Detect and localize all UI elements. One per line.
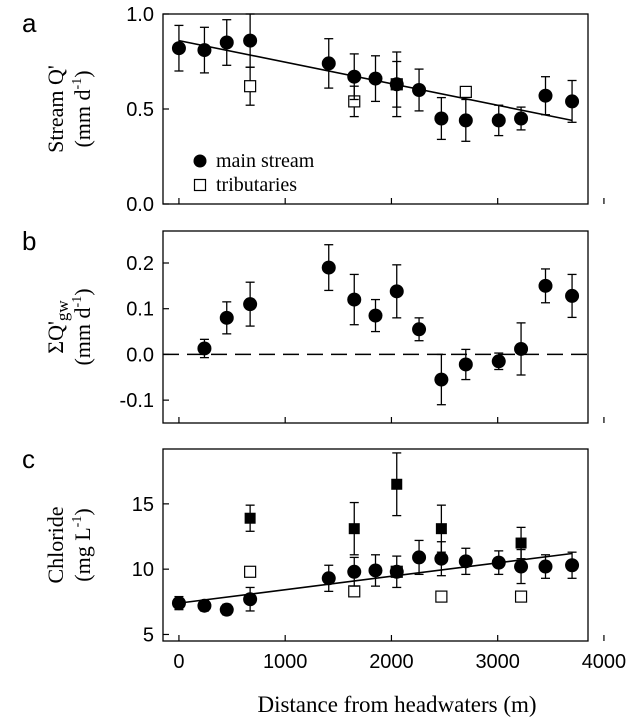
y-tick-label: 0.1 <box>126 299 154 321</box>
data-point-open-square <box>244 565 257 578</box>
data-point-circle <box>412 322 427 337</box>
x-tick-label: 0 <box>173 651 184 673</box>
y-axis-label-unit: (mm d-1) <box>70 70 95 147</box>
y-axis-label-b: ΣQ'gw(mm d-1) <box>43 288 95 365</box>
data-point-circle <box>368 71 383 86</box>
data-point-circle <box>389 284 404 299</box>
y-axis-label-c: Chloride (mg L-1) <box>43 507 95 584</box>
data-point-open-square <box>348 585 361 598</box>
data-point-open-square <box>514 590 528 603</box>
data-point-filled-square <box>435 523 447 535</box>
data-point-circle <box>412 83 427 97</box>
data-point-circle <box>321 56 336 71</box>
data-point-circle <box>434 372 449 387</box>
data-point-filled-square <box>391 478 403 490</box>
data-point-circle <box>243 33 258 48</box>
y-axis-label-main: Stream Q' <box>43 65 68 153</box>
y-tick-label: 15 <box>132 494 154 516</box>
data-point-circle <box>491 354 506 369</box>
data-point-circle <box>219 602 234 617</box>
data-point-circle <box>565 558 580 573</box>
panel-b: -0.1 0.0 0.1 0.2 ΣQ'gw(mm d-1) <box>43 230 605 424</box>
data-point-circle <box>321 571 336 586</box>
data-point-circle <box>434 111 449 126</box>
panel-letter-b: b <box>22 226 36 256</box>
x-tick-label: 1000 <box>263 651 308 673</box>
y-tick-label: 10 <box>132 559 154 581</box>
legend-label: tributaries <box>216 174 297 196</box>
y-tick-label: 1.0 <box>126 4 154 26</box>
data-point-circle <box>434 551 449 566</box>
plot-frame-c <box>162 448 589 642</box>
data-point-circle <box>171 596 186 611</box>
data-point-circle <box>347 564 362 579</box>
data-point-filled-square <box>348 523 360 535</box>
legend-marker-square <box>193 178 207 192</box>
data-point-open-square <box>459 85 472 99</box>
data-point-circle <box>412 550 427 565</box>
data-point-circle <box>565 94 580 109</box>
data-point-circle <box>219 310 234 325</box>
data-point-circle <box>389 77 404 92</box>
data-point-circle <box>197 341 212 356</box>
data-point-circle <box>458 357 473 372</box>
data-point-circle <box>243 592 258 607</box>
y-tick-label: 5 <box>143 624 154 646</box>
panel-letter-c: c <box>22 444 35 474</box>
x-tick-label: 2000 <box>369 651 414 673</box>
data-point-circle <box>243 297 258 312</box>
data-point-circle <box>458 113 473 128</box>
data-point-open-square <box>244 80 257 93</box>
y-axis-label-unit: (mg L-1) <box>70 508 95 581</box>
data-point-circle <box>347 69 362 84</box>
y-axis-label-main: ΣQ'gw <box>43 300 72 354</box>
y-tick-label: 0.5 <box>126 99 154 121</box>
data-point-circle <box>565 288 580 303</box>
x-tick-label: 4000 <box>582 651 627 673</box>
data-point-circle <box>389 564 404 579</box>
data-point-circle <box>368 308 383 323</box>
data-point-circle <box>538 559 553 574</box>
data-point-circle <box>219 35 234 50</box>
x-axis-label: Distance from headwaters (m) <box>257 692 536 717</box>
data-point-circle <box>171 41 186 56</box>
data-point-circle <box>321 260 336 275</box>
panel-c: 5 10 15 0 1000 2000 3000 4000 Chloride (mg L-1) <box>43 448 627 673</box>
legend-label: main stream <box>216 150 315 172</box>
data-point-circle <box>197 43 212 58</box>
data-point-open-square <box>435 590 448 603</box>
panel-letter-a: a <box>22 8 37 38</box>
y-axis-label-a: Stream Q' (mm d-1) <box>43 65 95 153</box>
y-axis-label-unit: (mm d-1) <box>70 288 95 365</box>
y-axis-label-main: Chloride <box>43 507 68 584</box>
data-point-circle <box>347 292 362 307</box>
y-tick-label: 0.2 <box>126 253 154 275</box>
data-point-circle <box>514 341 529 356</box>
y-tick-label: 0.0 <box>126 344 154 366</box>
data-point-circle <box>458 554 473 569</box>
data-point-circle <box>368 563 383 578</box>
data-point-filled-square <box>244 512 256 524</box>
data-point-filled-square <box>515 537 527 549</box>
data-point-circle <box>491 113 506 128</box>
x-tick-label: 3000 <box>475 651 520 673</box>
legend-marker-circle <box>193 154 207 168</box>
data-point-circle <box>514 111 529 126</box>
data-point-circle <box>491 555 506 570</box>
y-tick-label: 0.0 <box>126 194 154 216</box>
data-point-circle <box>514 559 529 574</box>
plot-frame-b <box>162 230 589 424</box>
data-point-circle <box>538 88 553 103</box>
y-tick-label: -0.1 <box>120 390 154 412</box>
data-point-circle <box>538 278 553 293</box>
data-point-circle <box>197 598 212 613</box>
